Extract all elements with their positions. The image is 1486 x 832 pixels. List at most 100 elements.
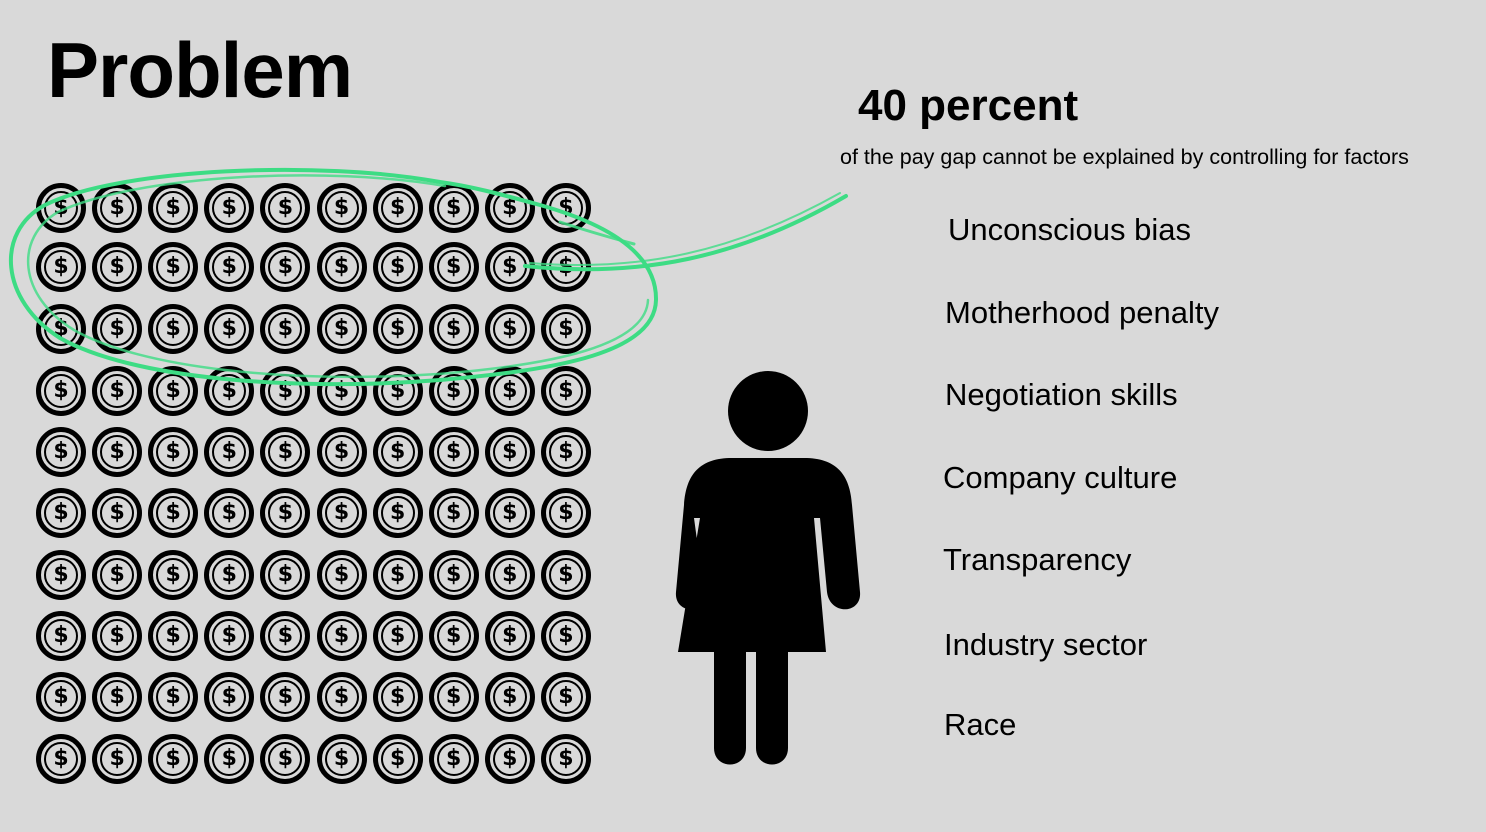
dollar-sign-glyph: $ [492,680,527,714]
factor-item: Company culture [943,460,1178,495]
dollar-coin-icon: $ [204,366,255,416]
dollar-sign-glyph: $ [380,680,415,714]
dollar-sign-glyph: $ [100,680,135,714]
dollar-sign-glyph: $ [492,312,527,346]
dollar-coin-icon: $ [148,611,199,661]
dollar-sign-glyph: $ [100,742,135,776]
dollar-coin-icon: $ [540,304,591,354]
dollar-sign-glyph: $ [548,619,583,653]
dollar-coin-icon: $ [316,242,367,292]
dollar-sign-glyph: $ [268,435,303,469]
dollar-sign-glyph: $ [100,250,135,284]
highlight-percent: 40 percent [858,81,1079,130]
dollar-sign-glyph: $ [268,680,303,714]
dollar-sign-glyph: $ [548,191,583,225]
dollar-sign-glyph: $ [268,374,303,408]
dollar-sign-glyph: $ [268,312,303,346]
dollar-coin-icon: $ [484,183,535,233]
dollar-coin-icon: $ [428,366,479,416]
dollar-coin-icon: $ [260,550,311,600]
dollar-sign-glyph: $ [324,619,359,653]
dollar-sign-glyph: $ [44,680,78,714]
dollar-coin-icon: $ [36,427,86,477]
dollar-coin-icon: $ [540,242,591,292]
dollar-sign-glyph: $ [212,312,247,346]
dollar-coin-icon: $ [484,550,535,600]
dollar-coin-icon: $ [484,672,535,722]
dollar-coin-grid: $ $ $ $ $ $ $ $ $ $ $ $ $ $ $ $ $ $ $ $ $ $ $ $ $ $ $ $ $ $ $ $ $ $ $ $ $ $ $ $… [0,0,640,800]
dollar-coin-icon: $ [36,304,86,354]
dollar-coin-icon: $ [204,304,255,354]
slide-title: Problem [47,26,353,114]
dollar-sign-glyph: $ [436,250,471,284]
dollar-sign-glyph: $ [436,435,471,469]
dollar-coin-icon: $ [428,488,479,538]
dollar-sign-glyph: $ [156,680,191,714]
woman-icon [675,371,861,765]
dollar-coin-icon: $ [484,427,535,477]
dollar-coin-icon: $ [92,366,143,416]
dollar-sign-glyph: $ [156,558,191,592]
dollar-sign-glyph: $ [212,680,247,714]
dollar-sign-glyph: $ [380,496,415,530]
dollar-sign-glyph: $ [324,558,359,592]
dollar-coin-icon: $ [372,183,423,233]
dollar-coin-icon: $ [204,242,255,292]
dollar-sign-glyph: $ [156,742,191,776]
dollar-coin-icon: $ [372,611,423,661]
dollar-sign-glyph: $ [44,742,78,776]
dollar-sign-glyph: $ [548,742,583,776]
dollar-sign-glyph: $ [156,250,191,284]
dollar-coin-icon: $ [428,550,479,600]
dollar-coin-icon: $ [148,672,199,722]
dollar-sign-glyph: $ [380,250,415,284]
dollar-sign-glyph: $ [100,558,135,592]
dollar-sign-glyph: $ [156,312,191,346]
dollar-coin-icon: $ [372,488,423,538]
dollar-sign-glyph: $ [156,619,191,653]
dollar-sign-glyph: $ [492,191,527,225]
dollar-sign-glyph: $ [436,558,471,592]
dollar-coin-icon: $ [540,488,591,538]
dollar-coin-icon: $ [372,734,423,784]
factor-item: Negotiation skills [945,377,1178,412]
factor-item: Motherhood penalty [945,295,1220,330]
dollar-coin-icon: $ [148,304,199,354]
dollar-coin-icon: $ [36,242,86,292]
dollar-sign-glyph: $ [436,619,471,653]
dollar-sign-glyph: $ [156,191,191,225]
dollar-sign-glyph: $ [268,250,303,284]
dollar-sign-glyph: $ [212,374,247,408]
dollar-coin-icon: $ [148,734,199,784]
dollar-sign-glyph: $ [324,250,359,284]
dollar-coin-icon: $ [428,427,479,477]
dollar-coin-icon: $ [540,672,591,722]
dollar-sign-glyph: $ [44,191,78,225]
dollar-sign-glyph: $ [212,742,247,776]
dollar-sign-glyph: $ [380,191,415,225]
dollar-coin-icon: $ [316,611,367,661]
dollar-coin-icon: $ [260,366,311,416]
dollar-coin-icon: $ [260,242,311,292]
dollar-sign-glyph: $ [324,742,359,776]
dollar-coin-icon: $ [36,488,86,538]
dollar-sign-glyph: $ [436,680,471,714]
dollar-sign-glyph: $ [436,742,471,776]
dollar-coin-icon: $ [36,672,86,722]
dollar-coin-icon: $ [484,304,535,354]
dollar-sign-glyph: $ [380,558,415,592]
dollar-coin-icon: $ [92,304,143,354]
dollar-coin-icon: $ [36,734,86,784]
dollar-sign-glyph: $ [548,496,583,530]
dollar-coin-icon: $ [92,672,143,722]
dollar-sign-glyph: $ [212,619,247,653]
dollar-coin-icon: $ [372,304,423,354]
dollar-sign-glyph: $ [548,435,583,469]
dollar-coin-icon: $ [428,242,479,292]
dollar-sign-glyph: $ [492,619,527,653]
highlight-caption: of the pay gap cannot be explained by co… [840,145,1409,169]
dollar-coin-icon: $ [92,183,143,233]
dollar-sign-glyph: $ [268,742,303,776]
dollar-sign-glyph: $ [324,191,359,225]
dollar-coin-icon: $ [260,304,311,354]
